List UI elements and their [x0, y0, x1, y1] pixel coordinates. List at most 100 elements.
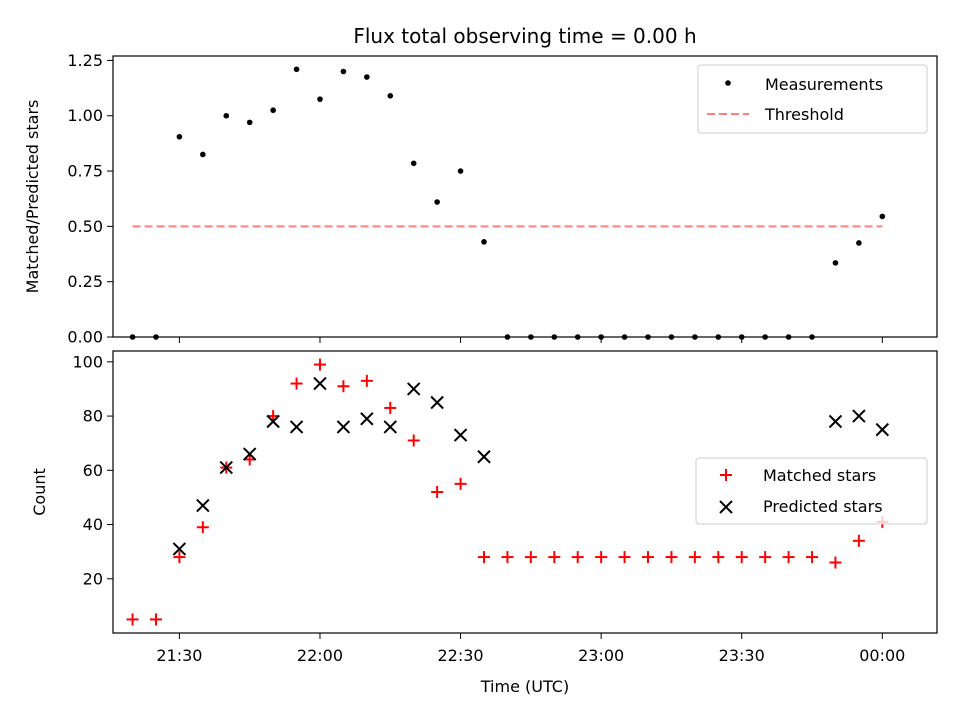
predicted-point: [266, 414, 280, 429]
predicted-point: [336, 420, 351, 434]
measurement-point: [387, 93, 394, 99]
predicted-point: [360, 412, 374, 426]
legend-threshold-label: Threshold: [764, 105, 844, 124]
bottom-ylabel: Count: [30, 468, 49, 516]
predicted-point: [219, 460, 233, 475]
cross-stroke: [242, 447, 257, 461]
matched-point: [595, 551, 608, 564]
matched-point: [477, 551, 490, 564]
measurement-point: [457, 168, 464, 174]
matched-point: [665, 551, 678, 564]
legend-predicted-marker: [719, 500, 733, 514]
measurement-point: [340, 68, 347, 75]
matched-point: [337, 380, 350, 393]
predicted-point: [852, 409, 866, 423]
measurement-point: [317, 96, 323, 102]
measurement-point: [364, 74, 370, 80]
measurement-point: [176, 133, 183, 140]
legend-measurements-label: Measurements: [765, 75, 883, 94]
measurement-point: [270, 107, 276, 114]
matched-point: [126, 613, 139, 626]
matched-point: [688, 551, 701, 564]
legend-cross-glyph: [719, 500, 733, 514]
chart-title: Flux total observing time = 0.00 h: [353, 24, 696, 48]
bottom-xtick-label: 23:30: [719, 646, 765, 665]
bottom-xtick-label: 22:00: [297, 646, 343, 665]
measurement-point: [410, 160, 417, 167]
matched-point: [735, 551, 748, 564]
measurement-point: [481, 239, 487, 245]
measurement-point: [832, 260, 839, 266]
bottom-ytick-label: 60: [83, 461, 103, 480]
matched-point: [571, 551, 584, 564]
bottom-ytick-label: 100: [72, 352, 103, 371]
top-ytick-label: 0.25: [67, 272, 103, 291]
matched-point: [313, 358, 326, 371]
predicted-point: [383, 420, 397, 434]
matched-point: [548, 551, 561, 564]
matched-point: [782, 551, 795, 564]
predicted-point: [172, 542, 187, 556]
top-ylabel: Matched/Predicted stars: [23, 100, 42, 294]
measurement-point: [246, 119, 253, 126]
matched-point: [243, 453, 256, 466]
cross-stroke: [313, 376, 327, 391]
bottom-ytick-label: 80: [83, 407, 103, 426]
top-marks: [129, 66, 886, 340]
matched-point: [852, 534, 865, 547]
predicted-point: [406, 382, 421, 396]
matched-point: [712, 551, 725, 564]
matched-point: [454, 477, 467, 490]
top-legend: Measurements Threshold: [697, 64, 928, 134]
matched-point: [149, 613, 162, 626]
predicted-point: [242, 447, 257, 461]
top-ytick-label: 0.75: [67, 162, 103, 181]
bottom-axes-frame: [112, 350, 938, 634]
top-axes-frame: [112, 55, 938, 338]
bottom-legend: Matched stars Predicted stars: [695, 457, 928, 525]
cross-stroke: [406, 382, 421, 396]
cross-stroke: [477, 450, 491, 464]
legend-matched-marker: [720, 469, 732, 481]
top-ytick-label: 1.00: [67, 106, 103, 125]
predicted-point: [196, 498, 210, 513]
legend-predicted-label: Predicted stars: [763, 497, 883, 516]
cross-stroke: [453, 428, 468, 442]
matched-point: [524, 551, 537, 564]
top-axes: 0.00 0.25 0.50 0.75 1.00 1.25: [67, 51, 883, 347]
matched-point: [196, 521, 209, 534]
legend-plus-glyph: [720, 469, 732, 481]
top-ytick-label: 0.50: [67, 217, 103, 236]
cross-stroke: [196, 498, 210, 513]
cross-stroke: [172, 542, 187, 556]
cross-stroke: [360, 412, 374, 426]
cross-stroke: [219, 460, 233, 475]
bottom-legend-box: [695, 457, 928, 525]
cross-stroke: [852, 409, 866, 423]
cross-stroke: [875, 422, 890, 437]
top-legend-box: [697, 64, 928, 134]
cross-stroke: [719, 500, 733, 514]
cross-stroke: [266, 414, 280, 429]
matched-point: [642, 551, 655, 564]
bottom-xtick-label: 22:30: [438, 646, 484, 665]
bottom-xtick-label: 21:30: [156, 646, 202, 665]
matched-point: [407, 434, 420, 447]
legend-matched-label: Matched stars: [763, 466, 876, 485]
predicted-point: [453, 428, 468, 442]
predicted-point: [875, 422, 890, 437]
predicted-point: [430, 395, 444, 410]
measurement-point: [223, 112, 230, 119]
matched-point: [360, 374, 373, 387]
measurement-point: [293, 66, 300, 73]
cross-stroke: [828, 414, 843, 429]
bottom-xlabel: Time (UTC): [480, 677, 569, 696]
matched-point: [290, 377, 303, 390]
cross-stroke: [289, 420, 304, 434]
bottom-axes: 20 40 60 80 100 21:30 22:00 22:30 23:00 23:30 00:0…: [72, 352, 905, 665]
predicted-point: [828, 414, 843, 429]
cross-stroke: [383, 420, 397, 434]
matched-point: [173, 551, 186, 564]
measurement-point: [879, 213, 886, 220]
